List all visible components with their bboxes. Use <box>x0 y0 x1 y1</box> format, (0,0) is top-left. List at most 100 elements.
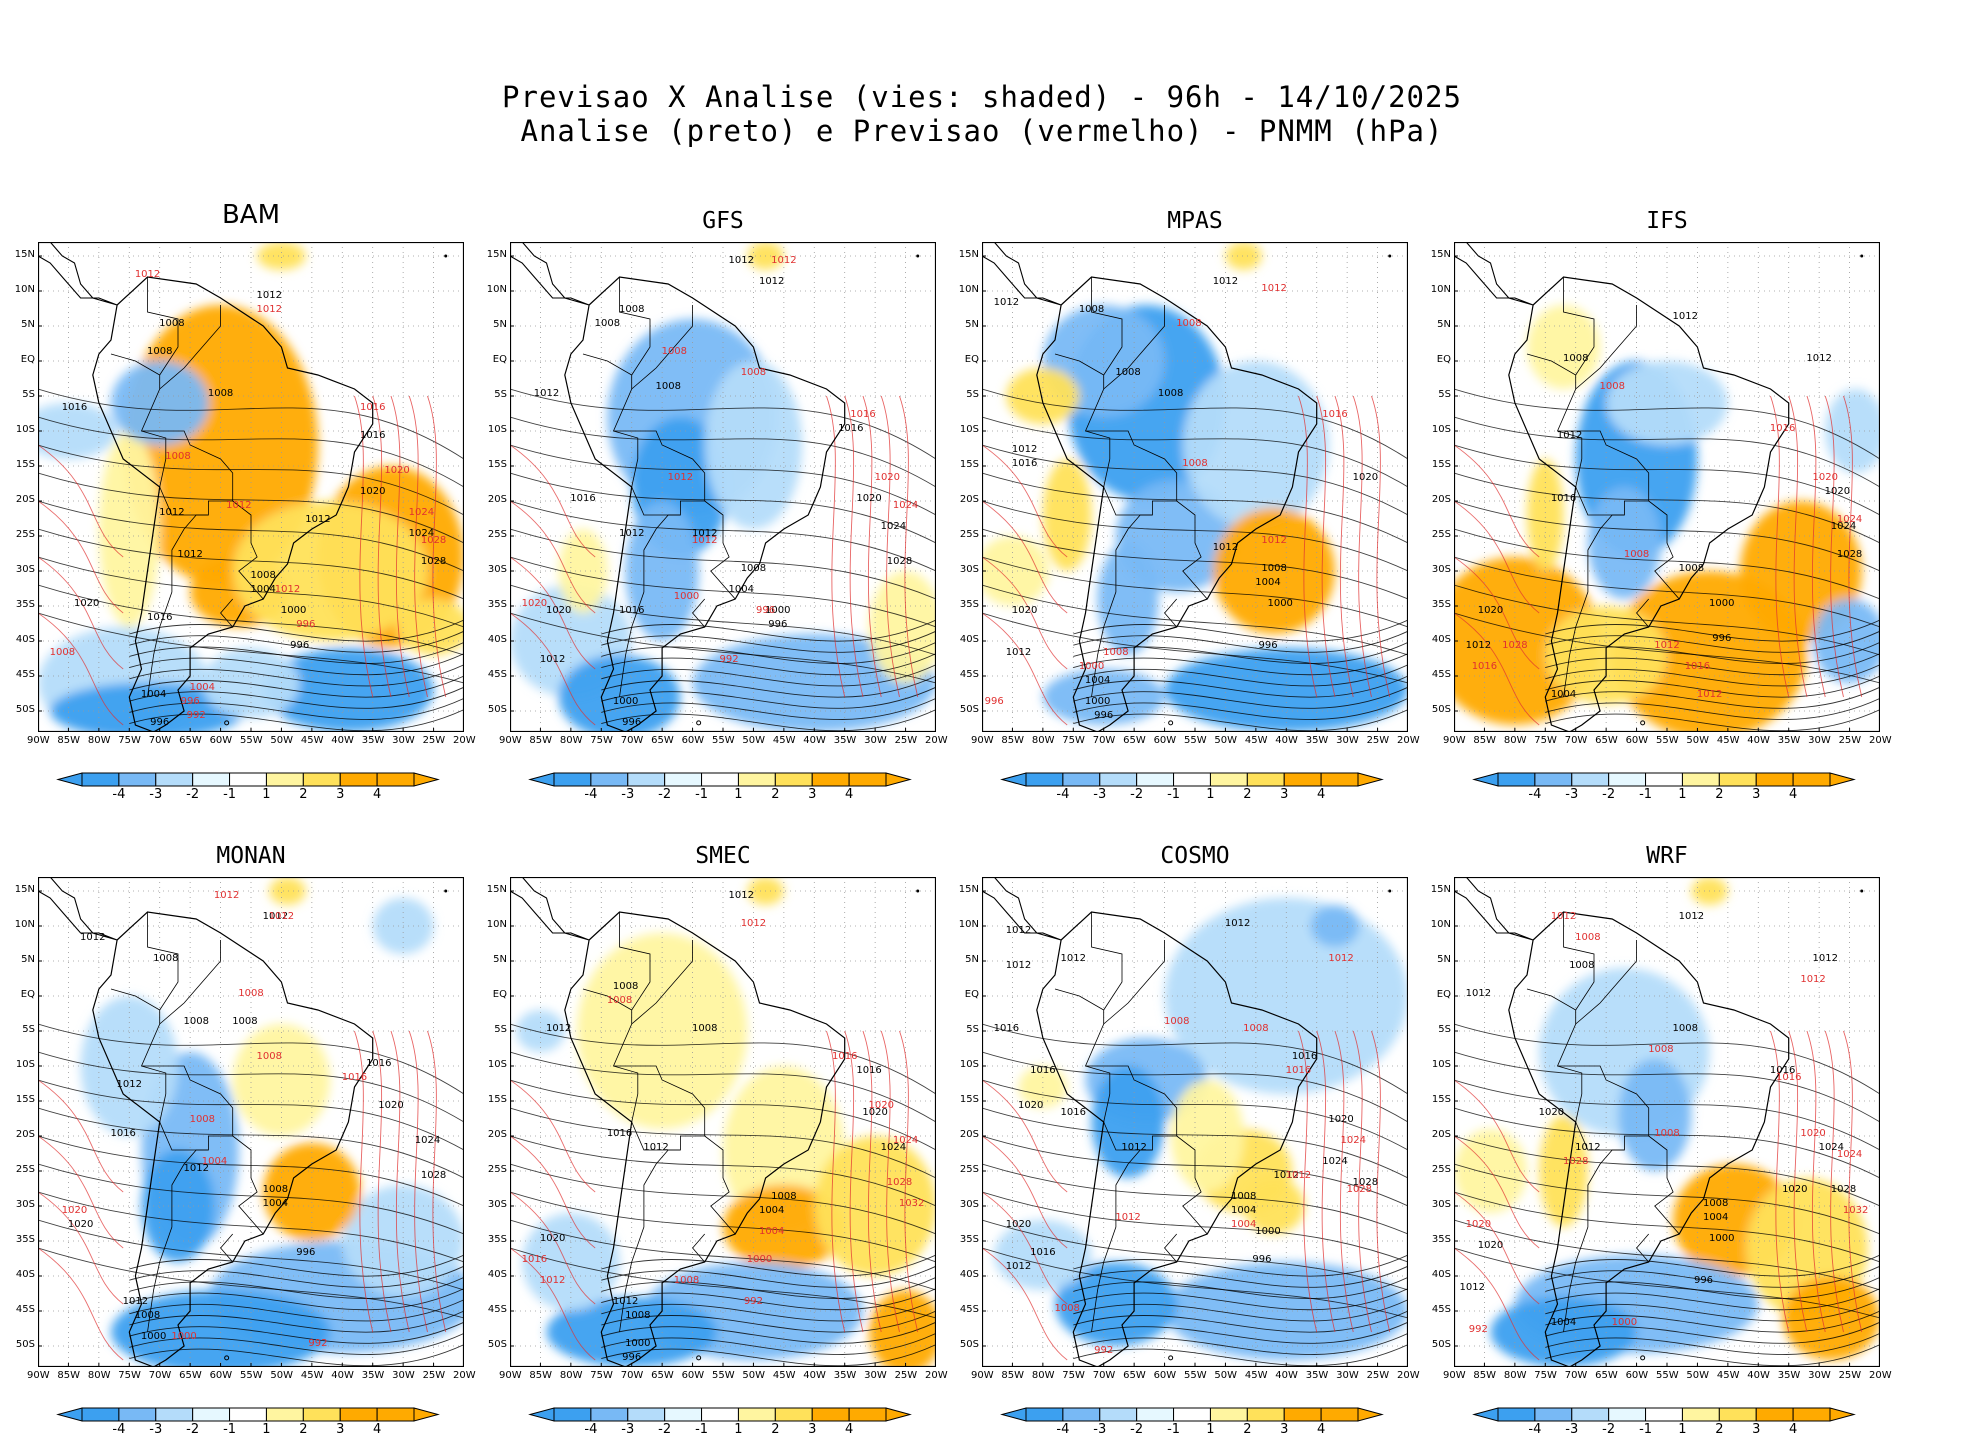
contour-label-forecast: 992 <box>720 654 739 665</box>
contour-label-forecast: 1032 <box>899 1198 924 1209</box>
contour-label-analysis: 1004 <box>729 584 754 595</box>
x-tick-label: 55W <box>1184 1370 1207 1381</box>
y-tick-label: 10S <box>487 424 507 435</box>
x-tick-label: 50W <box>1214 1370 1238 1381</box>
contour-label-analysis: 1012 <box>1006 647 1031 658</box>
contour-label-forecast: 1012 <box>214 890 239 901</box>
y-tick-label: 50S <box>1431 1339 1451 1350</box>
contour-label-forecast: 1016 <box>342 1072 367 1083</box>
contour-label-analysis: 1008 <box>625 1310 650 1321</box>
y-tick-label: 10S <box>959 424 979 435</box>
y-tick-label: 30S <box>1431 564 1451 575</box>
x-tick-label: 60W <box>1153 735 1177 746</box>
colorbar <box>1000 1407 1384 1422</box>
contour-label-analysis: 1012 <box>1557 430 1582 441</box>
y-tick-label: 10N <box>14 919 35 930</box>
x-tick-label: 80W <box>87 735 111 746</box>
contour-label-analysis: 1016 <box>360 430 385 441</box>
y-tick-label: EQ <box>492 989 507 1000</box>
contour-label-analysis: 1012 <box>759 276 784 287</box>
colorbar-label: -4 <box>112 1422 126 1437</box>
bias-shading <box>1243 1178 1305 1234</box>
contour-label-analysis: 1020 <box>540 1233 565 1244</box>
contour-label-analysis: 1004 <box>1255 577 1280 588</box>
x-tick-label: 85W <box>57 1370 81 1381</box>
x-tick-label: 85W <box>529 1370 553 1381</box>
y-tick-label: 25S <box>487 1164 507 1175</box>
x-tick-label: 40W <box>803 735 826 746</box>
contour-label-analysis: 1008 <box>741 563 766 574</box>
contour-label-analysis: 1016 <box>856 1065 881 1076</box>
x-tick-label: 65W <box>1123 735 1146 746</box>
contour-label-forecast: 1004 <box>202 1156 227 1167</box>
y-tick-label: 5N <box>493 319 507 330</box>
contour-label-analysis: 1024 <box>1831 521 1856 532</box>
y-tick-label: 35S <box>487 1234 507 1245</box>
contour-label-analysis: 1008 <box>250 570 275 581</box>
x-tick-label: 30W <box>864 735 887 746</box>
bias-shading <box>98 431 160 627</box>
x-tick-label: 80W <box>1031 735 1055 746</box>
contour-label-analysis: 1016 <box>994 1023 1019 1034</box>
y-tick-label: 20S <box>1431 494 1451 505</box>
bias-shading <box>576 933 748 1129</box>
y-tick-label: 10N <box>14 284 35 295</box>
x-tick-label: 55W <box>1184 735 1207 746</box>
colorbar-label: 1 <box>1678 787 1687 802</box>
y-tick-label: 5N <box>965 954 979 965</box>
x-tick-label: 20W <box>925 735 948 746</box>
colorbar-label: -4 <box>1528 1422 1542 1437</box>
y-tick-label: 15S <box>959 1094 979 1105</box>
y-tick-label: 50S <box>15 1339 35 1350</box>
contour-label-analysis: 996 <box>622 717 641 728</box>
bias-shading <box>141 1150 215 1262</box>
y-tick-label: 45S <box>15 1304 35 1315</box>
x-tick-label: 40W <box>1747 1370 1770 1381</box>
contour-label-analysis: 1012 <box>1679 911 1704 922</box>
y-tick-label: 15S <box>959 459 979 470</box>
y-tick-label: 5S <box>1438 1024 1451 1035</box>
contour-label-forecast: 1008 <box>1176 318 1201 329</box>
x-tick-label: 35W <box>1305 735 1329 746</box>
contour-label-forecast: 1008 <box>1600 381 1625 392</box>
x-tick-label: 30W <box>1808 735 1831 746</box>
contour-label-analysis: 996 <box>1258 640 1277 651</box>
contour-label-forecast: 1012 <box>1654 640 1679 651</box>
x-tick-label: 30W <box>1336 1370 1359 1381</box>
colorbar <box>56 772 440 787</box>
contour-label-forecast: 1024 <box>1341 1135 1366 1146</box>
contour-label-forecast: 1008 <box>1654 1128 1679 1139</box>
x-tick-label: 85W <box>1473 735 1497 746</box>
bias-shading <box>269 877 306 905</box>
x-tick-label: 65W <box>1595 1370 1618 1381</box>
y-tick-label: 25S <box>959 1164 979 1175</box>
y-tick-label: 20S <box>487 494 507 505</box>
y-tick-label: 15S <box>15 1094 35 1105</box>
y-tick-label: 15N <box>1430 884 1451 895</box>
contour-label-forecast: 1028 <box>421 535 446 546</box>
contour-label-forecast: 1012 <box>269 911 294 922</box>
contour-label-analysis: 1004 <box>759 1205 784 1216</box>
map-plot: 1012 1008 1012 1008 1008 1012 1016 1020 1012 1008… <box>982 242 1408 732</box>
contour-label-analysis: 1028 <box>1837 549 1862 560</box>
contour-label-analysis: 1008 <box>1231 1191 1256 1202</box>
x-tick-label: 30W <box>1808 1370 1831 1381</box>
x-tick-label: 80W <box>559 1370 583 1381</box>
x-tick-label: 60W <box>1625 1370 1649 1381</box>
y-tick-label: 35S <box>487 599 507 610</box>
contour-label-analysis: 1012 <box>1225 918 1250 929</box>
y-tick-label: 15N <box>486 884 507 895</box>
contour-label-analysis: 1008 <box>135 1310 160 1321</box>
y-tick-label: EQ <box>20 354 35 365</box>
x-tick-label: 20W <box>453 1370 476 1381</box>
x-tick-label: 65W <box>651 735 674 746</box>
contour-label-analysis: 1012 <box>994 297 1019 308</box>
y-tick-label: 40S <box>1431 1269 1451 1280</box>
coastline <box>1036 911 1318 1367</box>
contour-label-analysis: 1000 <box>141 1331 166 1342</box>
colorbar-label: -1 <box>223 787 237 802</box>
y-tick-label: 5S <box>494 1024 507 1035</box>
contour-label-forecast: 1020 <box>869 1100 894 1111</box>
x-tick-label: 75W <box>1062 735 1085 746</box>
contour-label-analysis: 1016 <box>110 1128 135 1139</box>
